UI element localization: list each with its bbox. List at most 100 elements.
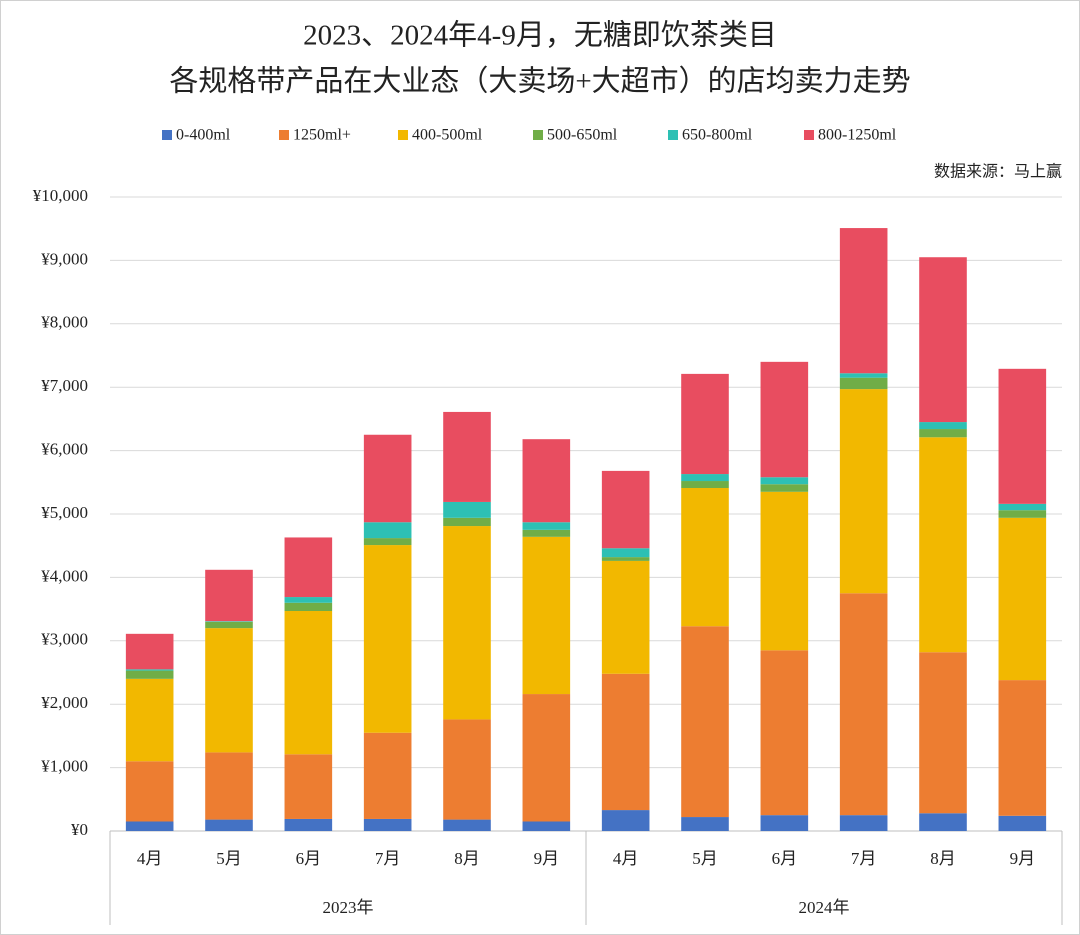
bar-segment xyxy=(839,377,888,390)
bar-segment xyxy=(522,439,571,523)
y-tick-label: ¥7,000 xyxy=(41,376,88,395)
legend-label: 800-1250ml xyxy=(818,127,897,144)
bar-segment xyxy=(998,510,1047,518)
legend-swatch xyxy=(668,130,678,140)
bar-segment xyxy=(443,819,491,831)
bar-segment xyxy=(919,813,967,831)
bar-segment xyxy=(681,373,729,475)
legend-swatch xyxy=(804,130,814,140)
bar-segment xyxy=(125,669,174,671)
bar-segment xyxy=(919,257,967,423)
bar-segment xyxy=(601,673,650,811)
x-tick-label: 5月 xyxy=(216,849,242,868)
x-tick-label: 6月 xyxy=(296,849,322,868)
bar-segment xyxy=(205,752,253,820)
bar-segment xyxy=(998,503,1047,511)
bar-segment xyxy=(522,694,571,822)
y-tick-label: ¥8,000 xyxy=(41,313,88,332)
bar-segment xyxy=(601,560,650,674)
bar-segment xyxy=(998,815,1047,831)
bar-segment xyxy=(760,650,809,816)
bar-segment xyxy=(125,633,174,670)
y-tick-label: ¥9,000 xyxy=(41,249,88,268)
bar-segment xyxy=(522,821,571,831)
bar-segment xyxy=(919,437,967,653)
bar-segment xyxy=(125,678,174,762)
bar-segment xyxy=(363,545,412,733)
group-label: 2024年 xyxy=(799,898,850,917)
x-tick-label: 8月 xyxy=(930,849,956,868)
bar-segment xyxy=(205,569,253,622)
bar-segment xyxy=(681,626,729,818)
bar-segment xyxy=(443,501,491,518)
bar-segment xyxy=(998,368,1047,504)
bar-segment xyxy=(205,628,253,753)
x-tick-label: 5月 xyxy=(692,849,718,868)
bar-segment xyxy=(522,522,571,530)
y-tick-label: ¥0 xyxy=(71,820,88,839)
legend-label: 400-500ml xyxy=(412,127,483,144)
legend-swatch xyxy=(533,130,543,140)
bar-segment xyxy=(284,602,333,612)
bar-segment xyxy=(363,434,412,523)
y-tick-label: ¥4,000 xyxy=(41,566,88,585)
bar-segment xyxy=(681,481,729,489)
bar-segment xyxy=(284,611,333,755)
bar-segment xyxy=(919,429,967,438)
bar-segment xyxy=(601,810,650,831)
bar-segment xyxy=(998,680,1047,816)
bar-segment xyxy=(363,732,412,819)
bar-segment xyxy=(681,488,729,627)
y-tick-label: ¥3,000 xyxy=(41,630,88,649)
chart-title: 2023、2024年4-9月，无糖即饮茶类目 xyxy=(303,19,777,52)
bar-segment xyxy=(601,557,650,561)
bar-segment xyxy=(443,719,491,820)
x-tick-label: 7月 xyxy=(375,849,401,868)
bar-segment xyxy=(919,422,967,430)
legend-label: 0-400ml xyxy=(176,127,231,144)
bar-segment xyxy=(839,593,888,816)
bar-segment xyxy=(205,819,253,831)
bar-segment xyxy=(363,818,412,831)
group-label: 2023年 xyxy=(323,898,374,917)
bar-segment xyxy=(839,389,888,594)
legend-swatch xyxy=(162,130,172,140)
bar-segment xyxy=(998,517,1047,681)
bar-segment xyxy=(125,821,174,831)
bar-segment xyxy=(443,526,491,720)
bar-segment xyxy=(601,548,650,558)
x-tick-label: 6月 xyxy=(772,849,798,868)
source-note: 数据来源：马上赢 xyxy=(934,163,1062,181)
y-tick-label: ¥5,000 xyxy=(41,503,88,522)
bar-segment xyxy=(839,815,888,831)
bar-segment xyxy=(681,474,729,482)
bar-segment xyxy=(443,411,491,502)
bar-segment xyxy=(681,817,729,831)
bar-segment xyxy=(760,484,809,492)
x-tick-label: 9月 xyxy=(534,849,560,868)
bar-segment xyxy=(363,522,412,539)
legend-swatch xyxy=(279,130,289,140)
bar-segment xyxy=(760,815,809,831)
y-tick-label: ¥6,000 xyxy=(41,440,88,459)
bar-segment xyxy=(760,477,809,485)
bar-segment xyxy=(284,818,333,831)
bar-segment xyxy=(284,754,333,819)
legend-label: 1250ml+ xyxy=(293,127,351,144)
bar-segment xyxy=(919,652,967,814)
bar-segment xyxy=(760,491,809,651)
bar-segment xyxy=(205,621,253,622)
bar-segment xyxy=(839,373,888,378)
x-tick-label: 8月 xyxy=(454,849,480,868)
bar-segment xyxy=(284,537,333,598)
bar-segment xyxy=(839,228,888,374)
chart-title: 各规格带产品在大业态（大卖场+大超市）的店均卖力走势 xyxy=(169,65,910,98)
bar-segment xyxy=(760,361,809,478)
x-tick-label: 4月 xyxy=(137,849,163,868)
y-tick-label: ¥2,000 xyxy=(41,693,88,712)
bar-segment xyxy=(522,529,571,537)
legend-swatch xyxy=(398,130,408,140)
bar-segment xyxy=(284,597,333,603)
bar-segment xyxy=(125,670,174,679)
